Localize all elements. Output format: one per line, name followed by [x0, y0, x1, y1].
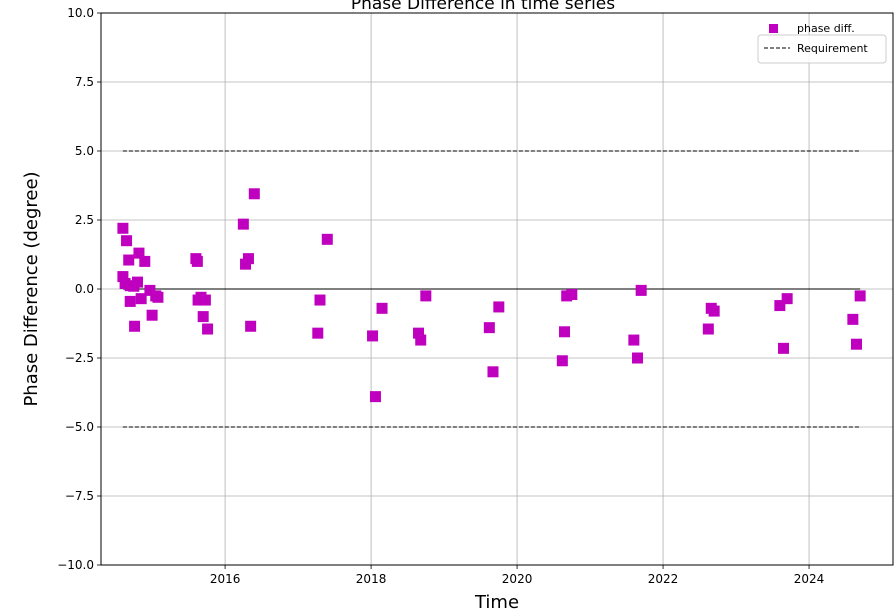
- data-point: [133, 247, 145, 259]
- legend-label-requirement: Requirement: [797, 42, 868, 55]
- tick-layer: 2016 2018 2020 2022 2024 −10.0 −7.5 −5.0 −2.5 0.0…: [57, 6, 824, 586]
- y-tick-label: 2.5: [75, 213, 94, 227]
- data-point: [202, 323, 214, 335]
- data-point: [321, 233, 333, 245]
- data-point: [702, 323, 714, 335]
- data-point: [559, 326, 571, 338]
- data-point: [117, 271, 129, 283]
- data-point: [367, 330, 379, 342]
- data-point: [135, 293, 147, 305]
- data-point: [121, 235, 133, 247]
- legend-marker-phase-diff: [769, 24, 778, 33]
- legend: phase diff. Requirement: [757, 22, 887, 64]
- data-point: [566, 289, 578, 301]
- data-point: [124, 295, 136, 307]
- data-point: [413, 327, 425, 339]
- data-point: [242, 253, 254, 265]
- data-point: [632, 352, 644, 364]
- data-point: [237, 218, 249, 230]
- legend-box: [757, 34, 887, 64]
- data-point: [774, 300, 786, 312]
- data-point: [420, 290, 432, 302]
- data-point: [854, 290, 866, 302]
- data-point: [369, 391, 381, 403]
- data-point: [708, 305, 720, 317]
- data-point: [191, 255, 203, 267]
- x-tick-label: 2016: [210, 572, 241, 586]
- x-tick-label: 2020: [502, 572, 533, 586]
- y-tick-label: 0.0: [75, 282, 94, 296]
- y-tick-label: 7.5: [75, 75, 94, 89]
- line-layer: [122, 150, 861, 428]
- data-point: [248, 188, 260, 200]
- y-tick-label: −2.5: [65, 351, 94, 365]
- data-point: [245, 320, 257, 332]
- data-point: [851, 338, 863, 350]
- data-point: [415, 334, 427, 346]
- x-tick-label: 2018: [356, 572, 387, 586]
- data-point: [144, 284, 156, 296]
- y-tick-label: 10.0: [67, 6, 94, 20]
- y-tick-label: −10.0: [57, 558, 94, 572]
- data-point: [493, 301, 505, 313]
- data-point: [847, 313, 859, 325]
- x-axis-title: Time: [474, 592, 519, 613]
- chart-title: Phase Difference in time series: [351, 0, 615, 14]
- data-point: [152, 291, 164, 303]
- data-point: [131, 276, 143, 288]
- data-point: [376, 302, 388, 314]
- x-tick-label: 2022: [648, 572, 679, 586]
- data-point: [314, 294, 326, 306]
- data-point: [129, 320, 141, 332]
- data-point: [117, 222, 129, 234]
- y-tick-label: −7.5: [65, 489, 94, 503]
- y-tick-label: 5.0: [75, 144, 94, 158]
- data-point: [139, 255, 151, 267]
- point-layer: [117, 188, 866, 403]
- data-point: [487, 366, 499, 378]
- data-point: [483, 322, 495, 334]
- data-point: [123, 254, 135, 266]
- y-axis-title: Phase Difference (degree): [21, 171, 42, 406]
- legend-label-phase-diff: phase diff.: [797, 22, 855, 35]
- data-point: [628, 334, 640, 346]
- data-point: [146, 309, 158, 321]
- data-point: [781, 293, 793, 305]
- data-point: [778, 342, 790, 354]
- data-point: [635, 284, 647, 296]
- data-point: [197, 311, 209, 323]
- data-point: [556, 355, 568, 367]
- data-point: [240, 258, 252, 270]
- data-point: [199, 294, 211, 306]
- y-tick-label: −5.0: [65, 420, 94, 434]
- data-point: [312, 327, 324, 339]
- x-tick-label: 2024: [794, 572, 825, 586]
